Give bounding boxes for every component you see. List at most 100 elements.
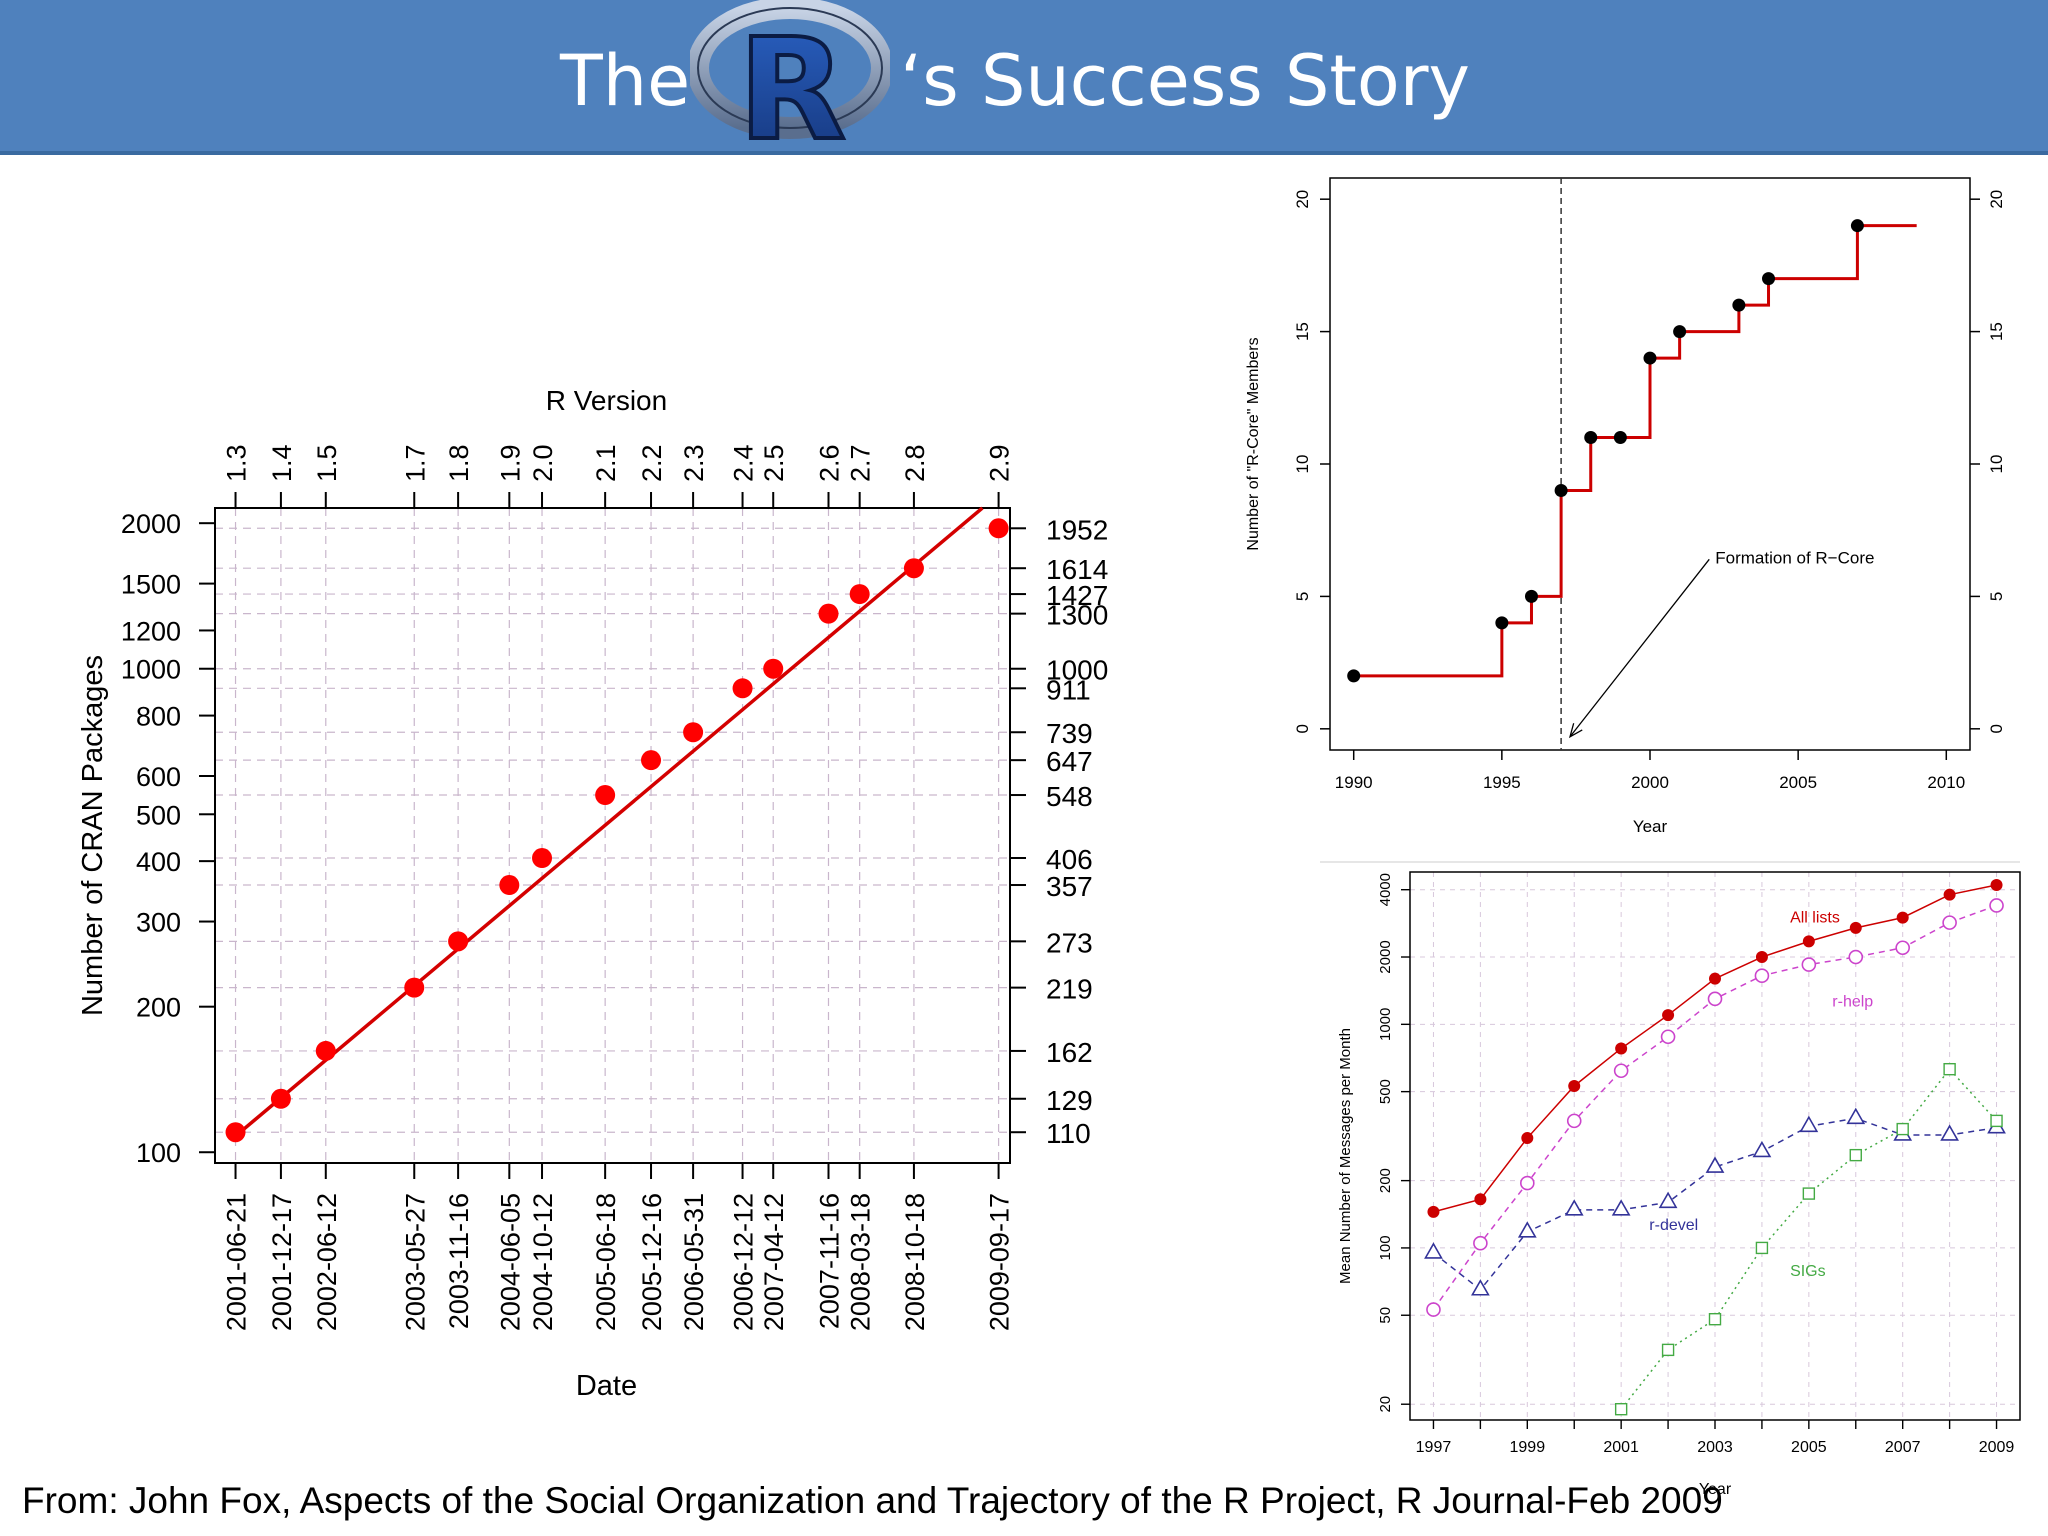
msg-point xyxy=(1752,1140,1772,1158)
rcore-annotation-arrow xyxy=(1569,558,1710,738)
msg-point xyxy=(1802,1187,1816,1200)
cran-date-label: 2007-11-16 xyxy=(814,1193,844,1329)
rcore-x-tick-label: 1995 xyxy=(1483,773,1521,792)
msg-x-tick-label: 1997 xyxy=(1416,1439,1452,1456)
cran-trend-line xyxy=(234,506,984,1138)
cran-date-label: 2007-04-12 xyxy=(759,1193,789,1331)
cran-version-label: 2.0 xyxy=(528,444,558,482)
r-logo-letter: R xyxy=(738,9,846,150)
cran-data-point xyxy=(903,558,924,579)
cran-right-tick-label: 219 xyxy=(1046,974,1093,1005)
msg-point xyxy=(1568,1079,1581,1092)
cran-left-tick-label: 800 xyxy=(136,702,181,732)
msg-point xyxy=(1848,949,1864,965)
msg-point xyxy=(1614,1402,1628,1416)
rcore-data-point xyxy=(1584,431,1598,445)
cran-right-tick-label: 1427 xyxy=(1046,580,1108,611)
msg-point xyxy=(1802,935,1815,948)
cran-right-tick-label: 162 xyxy=(1046,1037,1093,1068)
cran-date-label: 2004-10-12 xyxy=(528,1193,558,1331)
rcore-y-tick-label-right: 10 xyxy=(1987,455,2006,474)
msg-point xyxy=(1707,991,1723,1007)
cran-version-label: 2.8 xyxy=(900,444,930,482)
slide-title-part1: The xyxy=(560,40,691,122)
msg-point xyxy=(1709,972,1721,985)
rcore-step-line xyxy=(1353,224,1917,678)
cran-version-label: 2.9 xyxy=(985,444,1015,482)
msg-x-tick-label: 2009 xyxy=(1979,1439,2015,1456)
cran-packages-chart: 100 200 300 400 500 600 800 1000 1200 1500 2000 110… xyxy=(77,385,1108,1402)
msg-point xyxy=(1849,1148,1862,1162)
rcore-arrowhead xyxy=(1568,723,1583,739)
msg-point xyxy=(1471,1279,1490,1296)
cran-right-tick-label: 1614 xyxy=(1046,554,1108,585)
cran-version-label: 2.2 xyxy=(637,444,667,482)
cran-x-axis-title: Date xyxy=(576,1370,637,1402)
cran-y-axis-title: Number of CRAN Packages xyxy=(77,655,109,1016)
cran-version-label: 1.9 xyxy=(495,444,525,482)
msg-series-label: r-devel xyxy=(1649,1217,1698,1234)
rcore-data-point xyxy=(1850,219,1864,233)
rcore-y-tick-label-left: 10 xyxy=(1293,455,1312,474)
cran-data-point xyxy=(988,518,1009,539)
msg-point xyxy=(1755,1241,1769,1255)
cran-date-label: 2002-06-12 xyxy=(312,1193,342,1331)
rcore-y-tick-label-right: 0 xyxy=(1987,724,2006,733)
msg-point xyxy=(1799,1115,1819,1133)
cran-data-point xyxy=(499,875,520,896)
msg-x-tick-label: 1999 xyxy=(1510,1439,1546,1456)
cran-version-label: 2.6 xyxy=(814,444,844,482)
cran-right-tick-label: 129 xyxy=(1046,1085,1093,1116)
cran-left-tick-label: 300 xyxy=(136,908,181,938)
cran-data-point xyxy=(225,1122,246,1143)
cran-top-axis-title: R Version xyxy=(546,385,667,416)
cran-date-label: 2008-03-18 xyxy=(846,1193,876,1331)
cran-left-tick-label: 100 xyxy=(136,1138,181,1168)
rcore-data-point xyxy=(1347,669,1361,683)
rcore-x-axis-title: Year xyxy=(1633,817,1668,836)
cran-data-point xyxy=(448,931,469,952)
cran-left-tick-label: 2000 xyxy=(121,509,181,539)
msg-y-tick-label: 500 xyxy=(1377,1079,1394,1104)
msg-y-tick-label: 4000 xyxy=(1377,873,1394,906)
title-banner: The R ‘s Success Story xyxy=(0,0,2048,155)
msg-point xyxy=(1896,1122,1909,1136)
msg-point xyxy=(1660,1029,1676,1045)
cran-data-point xyxy=(818,603,839,624)
rcore-data-point xyxy=(1732,298,1746,312)
rcore-y-tick-label-right: 5 xyxy=(1987,592,2006,601)
msg-y-tick-label: 50 xyxy=(1377,1307,1394,1324)
rcore-y-tick-label-left: 20 xyxy=(1293,190,1312,209)
cran-version-label: 2.3 xyxy=(679,444,709,482)
msg-y-tick-label: 200 xyxy=(1377,1168,1394,1193)
cran-date-label: 2001-12-17 xyxy=(267,1193,297,1331)
msg-point xyxy=(1661,1343,1675,1357)
msg-series-label: SIGs xyxy=(1790,1263,1826,1280)
msg-point xyxy=(1705,1156,1725,1173)
msg-y-tick-label: 2000 xyxy=(1377,940,1394,973)
cran-left-tick-label: 200 xyxy=(136,993,181,1023)
msg-point xyxy=(1755,951,1768,964)
msg-y-axis-title: Mean Number of Messages per Month xyxy=(1337,1028,1354,1284)
msg-y-tick-label: 20 xyxy=(1377,1396,1394,1413)
rcore-x-tick-label: 2000 xyxy=(1631,773,1669,792)
msg-point xyxy=(1662,1009,1675,1022)
rcore-x-tick-label: 2005 xyxy=(1779,773,1817,792)
cran-date-label: 2004-06-05 xyxy=(495,1193,525,1331)
cran-left-tick-label: 600 xyxy=(136,762,181,792)
msg-point xyxy=(1801,957,1817,972)
msg-point xyxy=(1942,915,1957,930)
msg-x-tick-label: 2001 xyxy=(1603,1439,1639,1456)
cran-data-point xyxy=(595,785,616,806)
msg-point xyxy=(1943,1062,1956,1076)
cran-version-label: 2.5 xyxy=(759,444,789,482)
cran-right-tick-label: 548 xyxy=(1046,781,1093,812)
cran-version-label: 1.3 xyxy=(222,444,252,482)
messages-per-month-chart: 1997 1999 2001 2003 2005 2007 2009 20 50 100 200 50… xyxy=(1320,861,2021,1498)
msg-point xyxy=(1473,1235,1488,1251)
rcore-y-tick-label-left: 15 xyxy=(1293,322,1312,341)
msg-x-axis-title: Year xyxy=(1699,1481,1732,1498)
msg-grid xyxy=(1410,872,2020,1420)
msg-point xyxy=(1754,968,1770,983)
cran-version-label: 1.5 xyxy=(312,444,342,482)
